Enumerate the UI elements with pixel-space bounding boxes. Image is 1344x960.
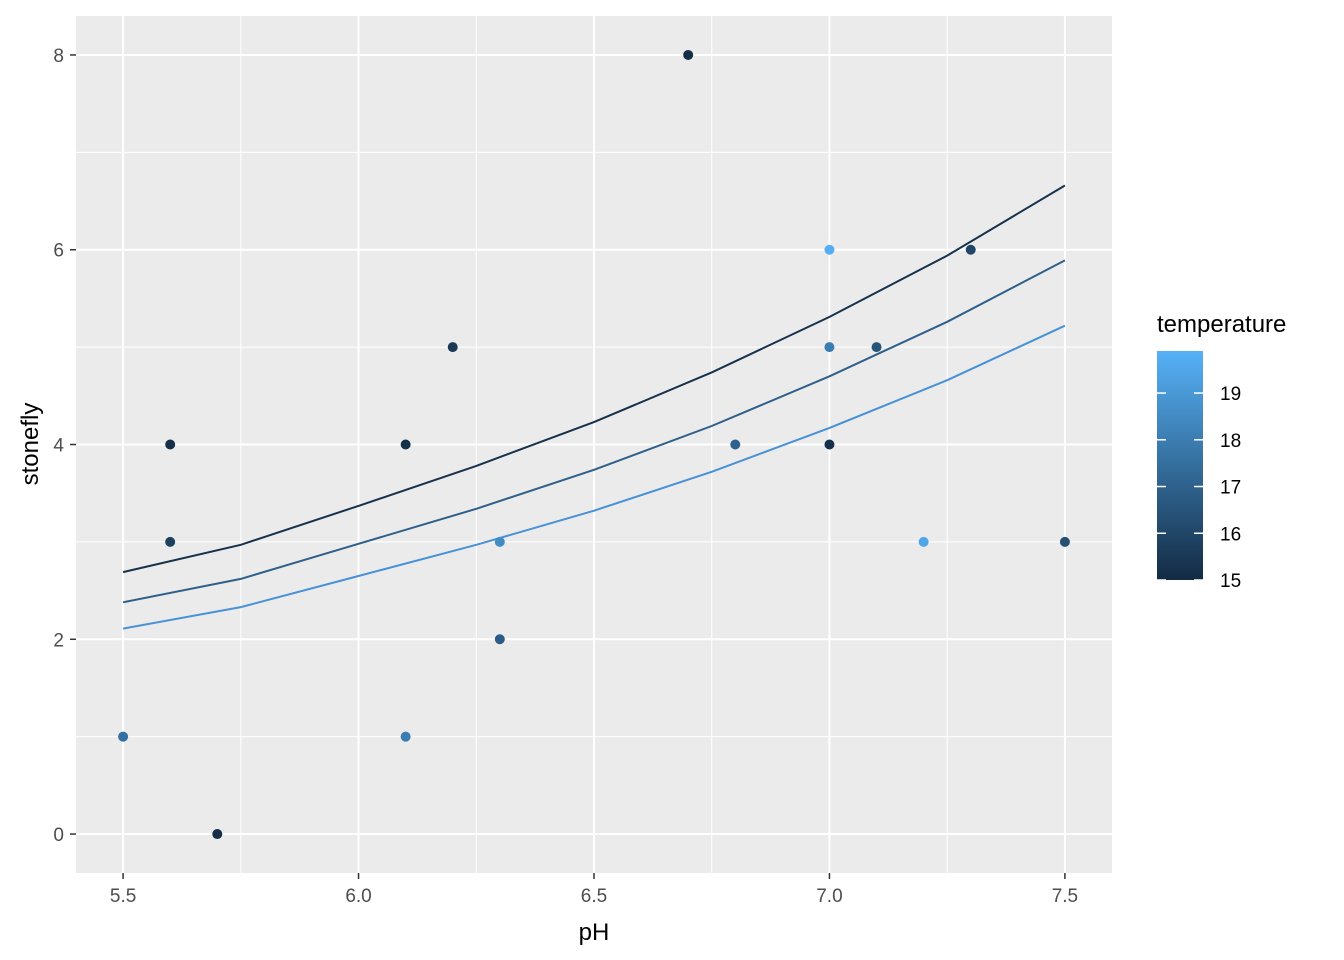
y-tick-label: 6 <box>53 241 64 262</box>
x-tick-label: 7.0 <box>816 886 842 907</box>
data-point <box>494 634 505 645</box>
legend-tick-label: 19 <box>1220 384 1241 405</box>
data-point <box>494 536 505 547</box>
y-tick-label: 2 <box>53 630 64 651</box>
fit-line <box>122 184 1066 574</box>
data-point <box>165 439 176 450</box>
legend-tick-label: 18 <box>1220 431 1241 452</box>
data-point <box>824 342 835 353</box>
points <box>118 49 1070 840</box>
data-point <box>212 829 223 840</box>
y-tick-label: 8 <box>53 46 64 67</box>
y-tick-label: 0 <box>53 825 64 846</box>
y-axis: 0 2 4 6 8 <box>53 46 76 846</box>
color-legend: temperature 15 16 17 18 19 <box>1157 311 1286 592</box>
fit-line <box>122 324 1066 630</box>
fit-line <box>122 259 1066 604</box>
legend-colorbar <box>1157 351 1203 580</box>
data-point <box>918 536 929 547</box>
y-tick-label: 4 <box>53 436 64 457</box>
data-point <box>965 244 976 255</box>
data-point <box>400 731 411 742</box>
legend-tick-label: 17 <box>1220 478 1241 499</box>
data-point <box>165 536 176 547</box>
x-axis-title: pH <box>579 919 610 946</box>
x-tick-label: 6.5 <box>581 886 607 907</box>
data-point <box>683 49 694 60</box>
legend-tick-label: 16 <box>1220 524 1241 545</box>
data-point <box>871 342 882 353</box>
y-axis-title: stonefly <box>17 403 44 486</box>
data-point <box>824 244 835 255</box>
data-point <box>118 731 129 742</box>
fit-lines <box>122 184 1066 630</box>
x-tick-label: 7.5 <box>1052 886 1078 907</box>
grid-major <box>76 16 1112 873</box>
data-point <box>824 439 835 450</box>
x-tick-label: 6.0 <box>345 886 371 907</box>
x-axis: 5.5 6.0 6.5 7.0 7.5 <box>110 873 1078 907</box>
x-tick-label: 5.5 <box>110 886 136 907</box>
data-point <box>400 439 411 450</box>
data-point <box>730 439 741 450</box>
legend-tick-label: 15 <box>1220 571 1241 592</box>
legend-title: temperature <box>1157 311 1286 338</box>
legend-ticks: 15 16 17 18 19 <box>1157 384 1241 592</box>
data-point <box>447 342 458 353</box>
data-point <box>1059 536 1070 547</box>
